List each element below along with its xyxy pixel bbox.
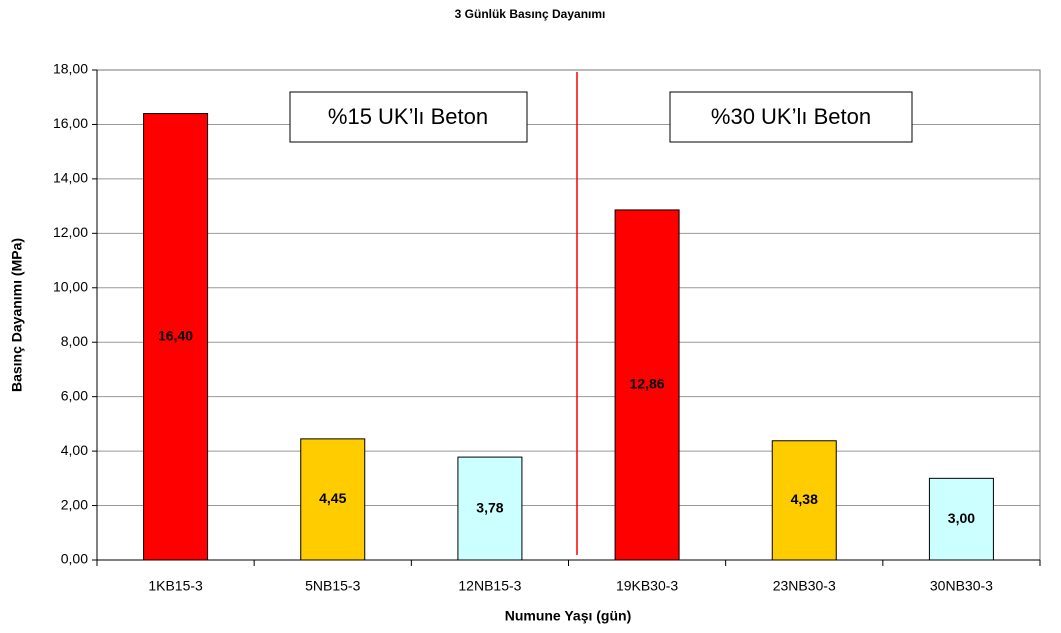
- bar: [771, 440, 837, 561]
- y-tick-label: 18,00: [53, 61, 88, 77]
- value-label: 4,45: [319, 490, 346, 506]
- bar: [300, 438, 366, 561]
- bar: [143, 113, 209, 561]
- y-tick-label: 8,00: [61, 333, 88, 349]
- value-label: 3,00: [948, 510, 975, 526]
- y-tick-label: 2,00: [61, 496, 88, 512]
- x-tick-label: 23NB30-3: [773, 578, 836, 594]
- y-tick-label: 14,00: [53, 170, 88, 186]
- annotation-box: [669, 91, 913, 143]
- y-axis-label: Basınç Dayanımı (MPa): [9, 238, 25, 392]
- value-label: 16,40: [158, 327, 193, 343]
- chart-title: 3 Günlük Basınç Dayanımı: [455, 7, 606, 21]
- x-tick-label: 19KB30-3: [616, 578, 678, 594]
- y-tick-label: 4,00: [61, 442, 88, 458]
- x-tick-label: 1KB15-3: [148, 578, 203, 594]
- annotation: %15 UK’lı Beton: [328, 104, 488, 129]
- y-tick-label: 12,00: [53, 224, 88, 240]
- value-label: 12,86: [630, 376, 665, 392]
- plot-frame: [96, 69, 1041, 561]
- annotation: %30 UK’lı Beton: [711, 104, 871, 129]
- x-axis-label: Numune Yaşı (gün): [505, 608, 632, 624]
- value-label: 4,38: [791, 491, 818, 507]
- y-tick-label: 6,00: [61, 387, 88, 403]
- y-tick-label: 10,00: [53, 278, 88, 294]
- bar: [928, 477, 994, 561]
- x-tick-label: 30NB30-3: [930, 578, 993, 594]
- y-tick-label: 0,00: [61, 551, 88, 567]
- value-label: 3,78: [476, 499, 503, 515]
- annotation-box: [289, 91, 528, 143]
- y-tick-label: 16,00: [53, 115, 88, 131]
- x-tick-label: 5NB15-3: [305, 578, 360, 594]
- x-tick-label: 12NB15-3: [458, 578, 521, 594]
- bar: [614, 209, 680, 561]
